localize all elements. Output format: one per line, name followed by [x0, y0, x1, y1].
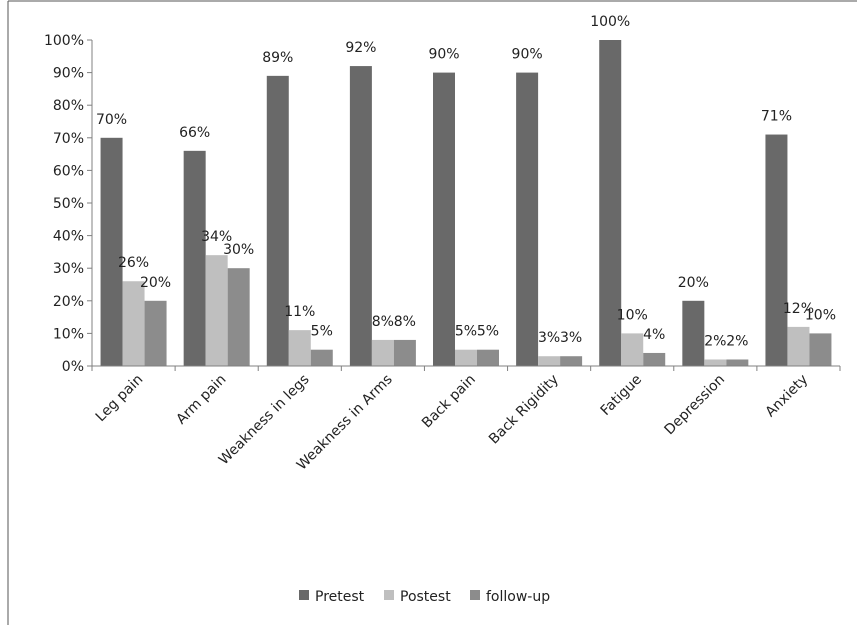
data-label: 66% — [179, 125, 210, 141]
data-label: 100% — [590, 14, 630, 30]
data-label: 4% — [643, 327, 665, 343]
data-label: 92% — [345, 40, 376, 56]
legend: Pretest Postest follow-up — [299, 589, 550, 605]
data-label: 3% — [560, 330, 582, 346]
bar-follow-up — [310, 349, 333, 366]
data-label: 3% — [538, 330, 560, 346]
legend-label: Pretest — [315, 589, 365, 605]
category-label: Weakness in legs — [216, 372, 313, 469]
y-tick-label: 70% — [53, 131, 84, 147]
category-label: Back pain — [419, 372, 479, 432]
y-tick-label: 80% — [53, 98, 84, 114]
bar-follow-up — [477, 349, 499, 366]
data-label: 26% — [118, 255, 149, 271]
y-tick-label: 30% — [53, 261, 84, 277]
bar-follow-up — [809, 333, 832, 366]
bar-pretest — [682, 300, 705, 366]
data-label: 5% — [477, 324, 499, 340]
legend-label: follow-up — [486, 589, 550, 605]
y-tick-label: 40% — [53, 229, 84, 245]
bar-postest — [205, 255, 228, 366]
bar-follow-up — [643, 352, 666, 366]
y-tick-label: 90% — [53, 66, 84, 82]
bar-pretest — [433, 72, 455, 366]
data-label: 34% — [201, 229, 232, 245]
y-tick-label: 20% — [53, 294, 84, 310]
data-label: 5% — [311, 324, 333, 340]
data-label: 90% — [428, 47, 459, 63]
data-label: 10% — [617, 307, 648, 323]
data-label: 2% — [704, 333, 726, 349]
bar-pretest — [100, 137, 123, 366]
data-label: 70% — [96, 112, 127, 128]
legend-swatch — [384, 590, 394, 600]
bar-pretest — [183, 150, 206, 366]
data-label: 12% — [783, 301, 814, 317]
data-label: 5% — [455, 324, 477, 340]
y-tick-label: 10% — [53, 326, 84, 342]
y-tick-label: 50% — [53, 196, 84, 212]
bar-follow-up — [726, 359, 749, 366]
bar-postest — [288, 330, 311, 366]
category-label: Weakness in Arms — [294, 372, 396, 474]
bar-pretest — [349, 66, 372, 366]
data-label: 71% — [761, 109, 792, 125]
y-tick-label: 100% — [44, 33, 84, 49]
category-label: Fatigue — [598, 372, 645, 419]
category-label: Depression — [662, 372, 729, 439]
bar-postest — [371, 339, 394, 366]
data-label: 8% — [372, 314, 394, 330]
bar-follow-up — [227, 268, 250, 366]
bar-follow-up — [393, 339, 416, 366]
y-tick-label: 60% — [53, 163, 84, 179]
data-label: 89% — [262, 50, 293, 66]
bar-pretest — [266, 75, 289, 367]
data-label: 20% — [678, 275, 709, 291]
bar-postest — [455, 349, 477, 366]
legend-swatch — [299, 590, 309, 600]
bar-pretest — [516, 72, 539, 366]
bar-postest — [122, 281, 145, 366]
bars-group — [100, 40, 832, 367]
category-label: Back Rigidity — [486, 372, 562, 448]
bar-follow-up — [144, 300, 167, 366]
y-tick-label: 0% — [62, 359, 84, 375]
category-label: Leg pain — [93, 372, 147, 426]
data-label: 8% — [394, 314, 416, 330]
bar-pretest — [765, 134, 788, 366]
data-label: 30% — [223, 242, 254, 258]
data-label: 10% — [805, 307, 836, 323]
data-label: 90% — [512, 47, 543, 63]
legend-swatch — [470, 590, 480, 600]
bar-postest — [704, 359, 727, 366]
data-label: 20% — [140, 275, 171, 291]
y-axis: 0% 10% 20% 30% 40% 50% 60% 70% 80% 90% 100% — [44, 33, 93, 375]
category-label: Anxiety — [762, 372, 811, 421]
bar-postest — [787, 326, 810, 366]
data-label: 2% — [726, 333, 748, 349]
bar-postest — [621, 333, 644, 366]
data-labels-group: 70% 66% 89% 92% 90% 90% 100% 20% 71% 26% 34% 11% 8% 5… — [96, 14, 836, 349]
bar-follow-up — [560, 356, 583, 366]
category-label: Arm pain — [173, 372, 229, 428]
bar-pretest — [599, 40, 622, 366]
legend-label: Postest — [400, 589, 451, 605]
bar-postest — [538, 356, 561, 366]
data-label: 11% — [284, 304, 315, 320]
